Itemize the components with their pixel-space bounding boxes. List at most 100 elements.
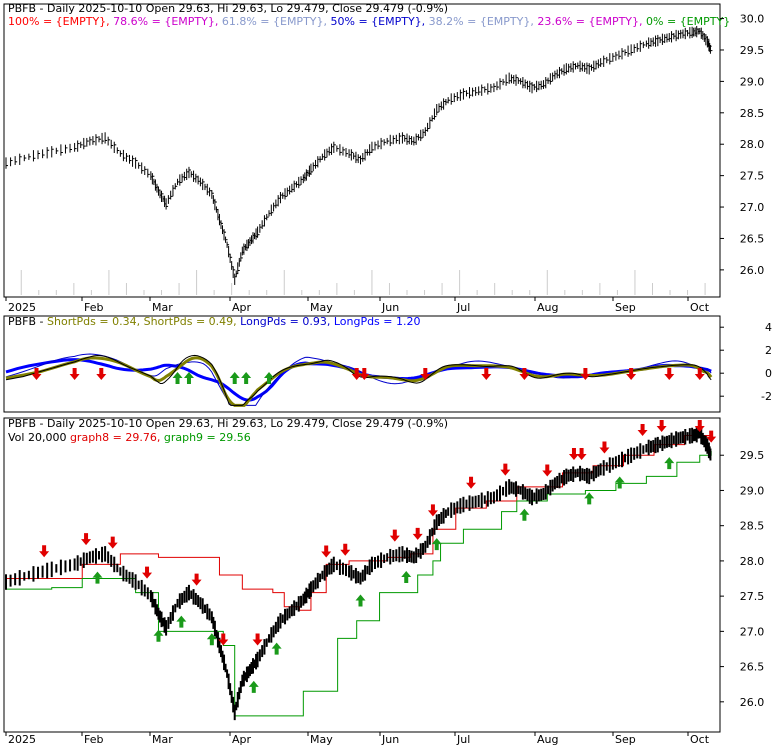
y-tick-label: 0 [765, 367, 772, 380]
oscillator-legend-item: PBFB - [8, 315, 47, 328]
sell-arrow [351, 368, 362, 380]
x-tick-label: Aug [537, 733, 558, 745]
y-tick-label: 26.5 [740, 232, 765, 245]
buy-arrow [264, 372, 275, 384]
sell-arrow [656, 420, 667, 432]
panel-2-plot [5, 353, 713, 407]
x-tick-label: Mar [152, 733, 173, 745]
oscillator-legend-item: ShortPds = 0.34, [47, 315, 140, 328]
sell-arrow [706, 430, 717, 443]
sell-arrow [142, 566, 153, 579]
graph9-line [6, 451, 712, 717]
panel-2-y-axis: 4 2 0 -2 [720, 321, 772, 403]
y-tick-label: 4 [765, 321, 772, 334]
sell-arrow [576, 448, 587, 461]
y-tick-label: 28.0 [740, 138, 765, 151]
buy-arrow [584, 492, 595, 505]
fib-legend-item: 78.6% = {EMPTY}, [110, 15, 219, 28]
x-tick-label: Jun [381, 301, 399, 314]
panel-3-plot [5, 420, 717, 721]
sell-arrow [542, 464, 553, 477]
short-pds-1-line [5, 354, 712, 406]
y-tick-label: 26.0 [740, 696, 765, 709]
buy-arrow [355, 594, 366, 607]
sell-arrow [599, 441, 610, 454]
buy-arrow [229, 372, 240, 384]
fib-legend-item: 23.6% = {EMPTY}, [534, 15, 643, 28]
x-tick-label: 2025 [8, 301, 36, 314]
buy-arrow [153, 629, 164, 642]
x-tick-label: Mar [152, 301, 173, 314]
y-tick-label: 26.5 [740, 661, 765, 674]
sell-arrow [107, 536, 118, 549]
x-tick-label: Feb [84, 733, 103, 745]
sell-arrow [664, 368, 675, 380]
buy-arrow [248, 680, 259, 693]
oscillator-legend-item: LongPds = 0.93, [237, 315, 331, 328]
panel-1-legend: PBFB - Daily 2025-10-10 Open 29.63, Hi 2… [8, 2, 730, 28]
x-tick-label: Apr [232, 301, 252, 314]
series-label: graph9 = 29.56 [160, 431, 250, 444]
buy-arrow [519, 508, 530, 521]
buy-arrow [183, 372, 194, 384]
sell-arrow [69, 368, 80, 380]
x-tick-label: Jun [381, 733, 399, 745]
x-tick-label: Aug [537, 301, 558, 314]
sell-arrow [519, 368, 530, 380]
y-tick-label: 27.0 [740, 625, 765, 638]
buy-arrow [271, 642, 282, 655]
panel-1-plot [5, 25, 713, 295]
buy-arrow [176, 615, 187, 628]
buy-arrow [172, 372, 183, 384]
buy-arrow [206, 633, 217, 646]
sell-arrow [500, 463, 511, 476]
x-tick-label: Feb [84, 301, 103, 314]
sell-arrow [389, 529, 400, 542]
sell-arrow [31, 368, 42, 380]
x-tick-label: Apr [232, 733, 252, 745]
y-tick-label: 27.0 [740, 201, 765, 214]
panel-1-fib-legend: 100% = {EMPTY}, 78.6% = {EMPTY}, 61.8% =… [8, 15, 730, 28]
volume-label: Vol 20,000 [8, 431, 70, 444]
buy-arrow [664, 457, 675, 470]
y-tick-label: 27.5 [740, 170, 765, 183]
panel-1-frame [3, 3, 721, 298]
x-tick-label: Sep [615, 301, 636, 314]
y-tick-label: 27.5 [740, 590, 765, 603]
panel-2-legend: PBFB - ShortPds = 0.34, ShortPds = 0.49,… [8, 315, 421, 328]
y-tick-label: -2 [761, 390, 772, 403]
x-tick-label: Jul [456, 301, 470, 314]
x-tick-label: Oct [690, 733, 710, 745]
panel-2-frame [3, 315, 721, 413]
panel-3-title: PBFB - Daily 2025-10-10 Open 29.63, Hi 2… [8, 417, 448, 430]
sell-arrow [427, 504, 438, 517]
fib-legend-item: 61.8% = {EMPTY}, [218, 15, 327, 28]
panel-3-subtitle: Vol 20,000 graph8 = 29.76, graph9 = 29.5… [8, 431, 251, 444]
sell-arrow [694, 420, 705, 432]
buy-arrow [431, 538, 442, 551]
oscillator-legend-item: ShortPds = 0.49, [140, 315, 237, 328]
y-tick-label: 28.5 [740, 520, 765, 533]
sell-arrow [481, 368, 492, 380]
y-tick-label: 29.0 [740, 75, 765, 88]
y-tick-label: 30.0 [740, 13, 765, 26]
sell-arrow [39, 545, 50, 558]
panel-1-x-axis: 2025 Feb Mar Apr May Jun Jul Aug Sep Oct [5, 297, 710, 314]
fib-legend-item: 0% = {EMPTY} [643, 15, 731, 28]
y-tick-label: 29.0 [740, 484, 765, 497]
panel-3-y-axis: 29.5 29.0 28.5 28.0 27.5 27.0 26.5 26.0 [720, 449, 764, 709]
x-tick-label: May [310, 301, 333, 314]
y-tick-label: 2 [765, 344, 772, 357]
y-tick-label: 28.5 [740, 107, 765, 120]
sell-arrow [321, 545, 332, 558]
x-tick-label: 2025 [8, 733, 36, 745]
x-tick-label: Sep [615, 733, 636, 745]
panel-1-title: PBFB - Daily 2025-10-10 Open 29.63, Hi 2… [8, 2, 448, 15]
sell-arrow [580, 368, 591, 380]
buy-arrow [401, 571, 412, 584]
y-tick-label: 28.0 [740, 555, 765, 568]
sell-arrow [96, 368, 107, 380]
fib-legend-item: 50% = {EMPTY}, [327, 15, 425, 28]
y-tick-label: 29.5 [740, 449, 765, 462]
